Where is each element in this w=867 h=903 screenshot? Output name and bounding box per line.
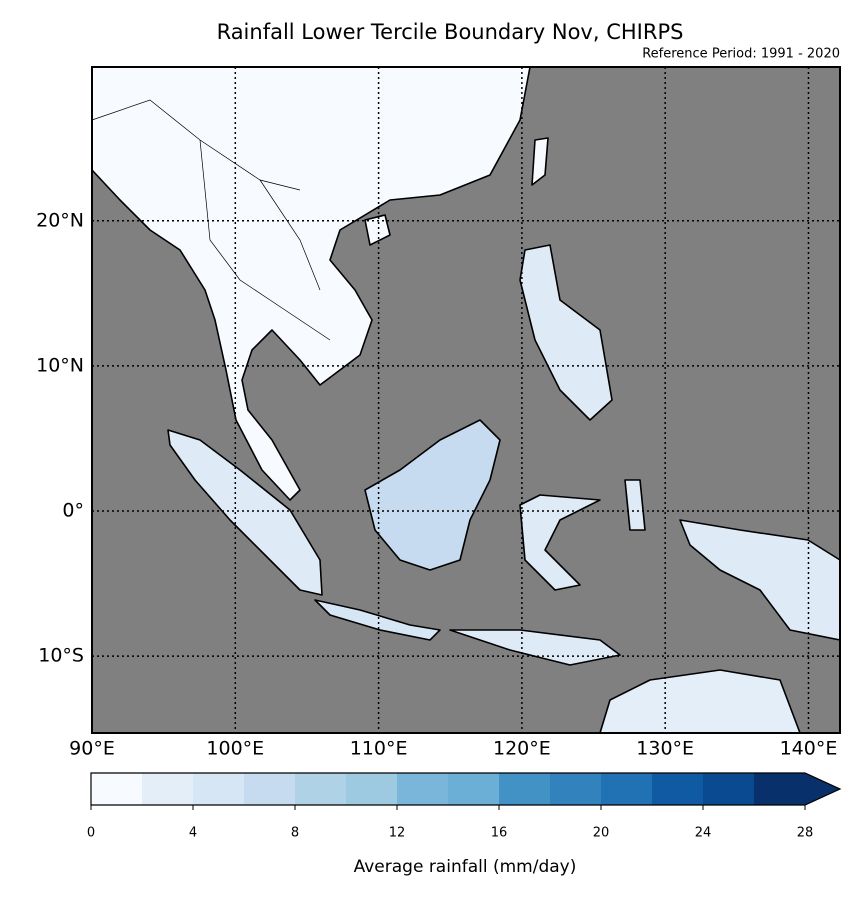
colorbar-tick-label: 16 [491,826,508,841]
taiwan [531,137,549,186]
colorbar-tick-label: 8 [291,826,299,841]
map-title: Rainfall Lower Tercile Boundary Nov, CHI… [217,20,684,44]
y-tick-label: 10°S [38,645,84,667]
map-area [91,66,841,734]
colorbar-bin [295,773,346,805]
colorbar-bin [703,773,754,805]
colorbar-bin [652,773,703,805]
country-borders [91,99,331,341]
colorbar-label: Average rainfall (mm/day) [354,857,577,877]
colorbar-bin [244,773,295,805]
x-tick-label: 110°E [350,738,408,760]
halmahera [624,479,646,531]
colorbar-bin [142,773,193,805]
map-frame [91,66,841,734]
y-tick-label: 0° [62,500,84,522]
hainan [364,214,391,246]
philippines [519,244,613,421]
x-tick-label: 90°E [69,738,115,760]
mainland-asia [91,66,531,501]
colorbar-bin [601,773,652,805]
colorbar-tick-label: 28 [797,826,814,841]
x-tick-label: 120°E [493,738,551,760]
colorbar-bin [499,773,550,805]
colorbar-bin [193,773,244,805]
colorbar-bin [346,773,397,805]
colorbar-tick-label: 12 [389,826,406,841]
x-tick-label: 100°E [206,738,264,760]
map-subtitle: Reference Period: 1991 - 2020 [642,47,840,62]
x-tick-label: 130°E [636,738,694,760]
x-tick-label: 140°E [780,738,838,760]
borneo [364,419,501,571]
colorbar-bin [91,773,142,805]
colorbar-bin [550,773,601,805]
new-guinea [679,519,841,641]
y-tick-label: 20°N [36,209,84,231]
colorbar-tick-label: 20 [593,826,610,841]
colorbar-tick-label: 4 [189,826,197,841]
colorbar-extend [805,773,840,805]
colorbar-tick-label: 0 [87,826,95,841]
colorbar-bin [754,773,805,805]
sumatra [167,429,323,596]
java [314,599,441,641]
colorbar-bin [448,773,499,805]
y-tick-label: 10°N [36,354,84,376]
colorbar-bin [397,773,448,805]
colorbar-tick-label: 24 [695,826,712,841]
colorbar-outline [90,772,842,806]
sulawesi [519,494,601,591]
